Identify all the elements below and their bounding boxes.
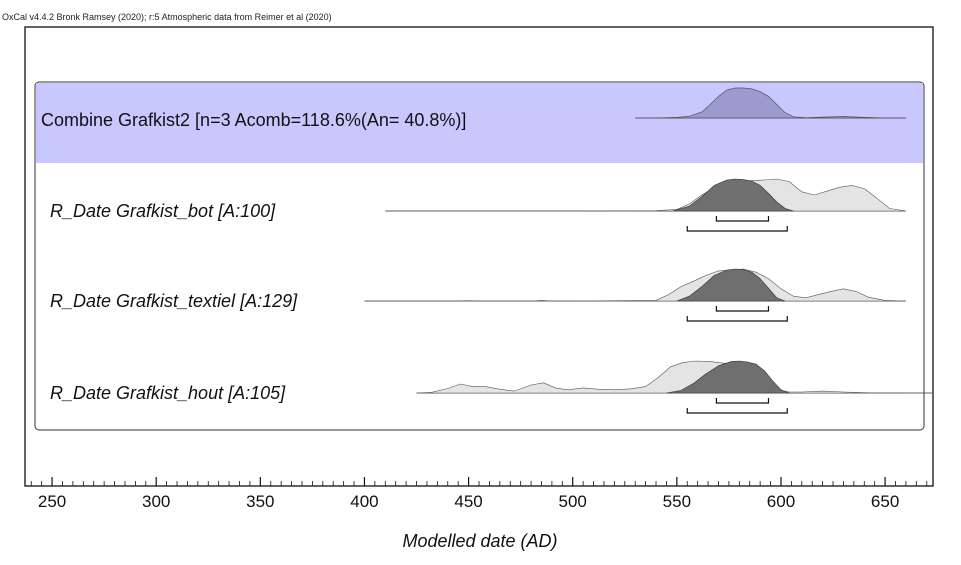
x-axis: 250 300 350 400 450 500 550 600 650	[30, 477, 928, 511]
combine-group-box	[34, 81, 925, 431]
range-68-bracket	[715, 306, 770, 312]
combine-highlight	[36, 83, 923, 163]
tick-label: 600	[767, 492, 795, 511]
tick-label: 400	[350, 492, 378, 511]
range-95-bracket	[686, 316, 788, 322]
combine-label: Combine Grafkist2 [n=3 Acomb=118.6%(An= …	[41, 110, 466, 130]
tick-label: 300	[142, 492, 170, 511]
prior-distribution	[416, 360, 906, 394]
row-label: R_Date Grafkist_bot [A:100]	[50, 201, 276, 221]
range-95-bracket	[686, 408, 788, 414]
posterior-distribution	[666, 360, 790, 394]
range-68-bracket	[715, 398, 770, 404]
tick-label: 550	[663, 492, 691, 511]
range-68-bracket	[715, 216, 770, 222]
range-95-bracket	[686, 226, 788, 232]
combine-curve	[655, 87, 906, 119]
date-row: R_Date Grafkist_bot [A:100]	[50, 178, 906, 232]
tick-label: 450	[454, 492, 482, 511]
date-row: R_Date Grafkist_hout [A:105]	[50, 360, 932, 414]
tick-label: 250	[38, 492, 66, 511]
row-label: R_Date Grafkist_hout [A:105]	[50, 383, 286, 403]
posterior-distribution	[676, 268, 786, 302]
tick-label: 500	[559, 492, 587, 511]
tick-label: 650	[871, 492, 899, 511]
row-label: R_Date Grafkist_textiel [A:129]	[50, 291, 298, 311]
tick-label: 350	[246, 492, 274, 511]
distribution-rows: R_Date Grafkist_bot [A:100] R_Date Grafki…	[50, 178, 932, 414]
x-axis-label: Modelled date (AD)	[402, 531, 557, 551]
date-row: R_Date Grafkist_textiel [A:129]	[50, 268, 906, 322]
credit-text: OxCal v4.4.2 Bronk Ramsey (2020); r:5 At…	[2, 12, 332, 22]
combine-band: Combine Grafkist2 [n=3 Acomb=118.6%(An= …	[36, 83, 923, 163]
posterior-distribution	[672, 178, 794, 212]
